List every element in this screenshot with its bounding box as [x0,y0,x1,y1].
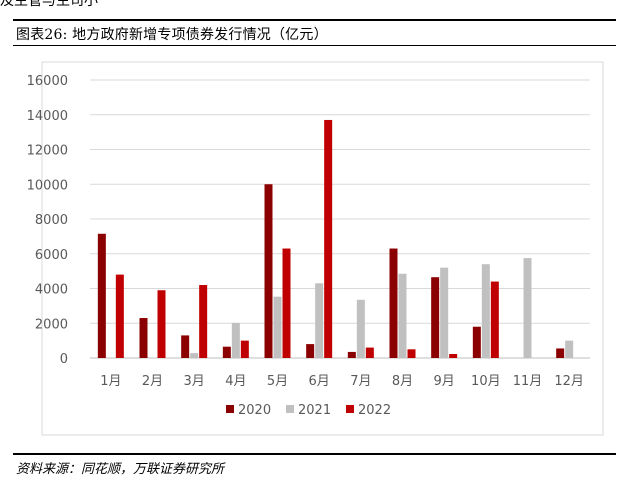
bar-2021-12 [565,340,574,358]
y-tick-label: 12000 [27,144,68,159]
bar-2020-1 [97,233,106,358]
bar-2021-5 [273,296,282,358]
y-tick-label: 2000 [35,317,68,332]
y-tick-label: 8000 [35,213,68,228]
bar-2020-10 [472,326,481,358]
y-tick-label: 10000 [27,178,68,193]
bar-2021-7 [356,299,365,358]
bar-2020-4 [222,346,231,358]
y-tick-label: 0 [60,352,68,367]
bottom-rule [13,453,616,455]
x-tick-label: 4月 [225,374,246,389]
y-tick-label: 14000 [27,109,68,124]
legend-label-2020: 2020 [238,403,271,418]
bar-2020-6 [306,344,315,358]
bar-2022-4 [240,340,249,358]
x-tick-label: 8月 [392,374,413,389]
page-top-fragment: 及主管与主司小 [0,0,98,9]
y-tick-label: 16000 [27,74,68,89]
bar-2021-9 [440,267,449,358]
y-tick-labels: 0 2000 4000 6000 8000 10000 12000 14000 16000 [27,74,68,367]
bar-2021-11 [523,258,532,358]
bar-2020-9 [431,277,440,358]
bar-2022-7 [365,347,374,358]
bar-2021-8 [398,273,407,358]
bar-2022-1 [115,274,124,358]
x-tick-label: 12月 [554,374,584,389]
bar-2022-6 [324,119,333,359]
y-tick-label: 4000 [35,283,68,298]
source-note: 资料来源：同花顺，万联证券研究所 [16,462,225,477]
bar-2022-5 [282,248,291,358]
bar-2021-10 [481,264,490,358]
bar-2020-8 [389,248,398,358]
bar-2020-7 [347,351,356,358]
figure-title: 图表26: 地方政府新增专项债券发行情况（亿元） [16,27,328,43]
bar-2020-3 [181,335,190,358]
bar-2022-3 [199,285,208,358]
bar-2021-4 [231,322,240,358]
bar-2020-12 [556,348,565,358]
legend: 2020 2021 2022 [226,403,391,418]
title-rule [13,45,616,46]
bar-2020-2 [139,318,148,358]
bar-2022-2 [157,290,166,358]
x-tick-label: 7月 [350,374,371,389]
gridlines [90,79,590,359]
top-rule [13,19,616,21]
bar-2020-5 [264,184,273,358]
bar-2022-10 [490,281,499,358]
x-tick-label: 5月 [267,374,288,389]
x-tick-label: 1月 [100,374,121,389]
x-tick-label: 6月 [309,374,330,389]
legend-swatch-2022 [346,405,354,413]
bars [97,119,574,359]
bar-2022-9 [449,354,458,358]
bar-2022-8 [407,349,416,358]
x-tick-label: 9月 [434,374,455,389]
x-tick-label: 3月 [184,374,205,389]
legend-swatch-2021 [286,405,294,413]
x-tick-labels: 1月 2月 3月 4月 5月 6月 7月 8月 9月 10月 11月 12月 [100,374,584,389]
x-tick-label: 2月 [142,374,163,389]
legend-label-2022: 2022 [358,403,391,418]
x-tick-label: 11月 [513,374,543,389]
legend-swatch-2020 [226,405,234,413]
legend-label-2021: 2021 [298,403,331,418]
chart-frame [41,61,604,436]
bar-2021-6 [315,283,324,358]
x-tick-label: 10月 [471,374,501,389]
bar-2021-3 [190,353,199,358]
y-tick-label: 6000 [35,248,68,263]
